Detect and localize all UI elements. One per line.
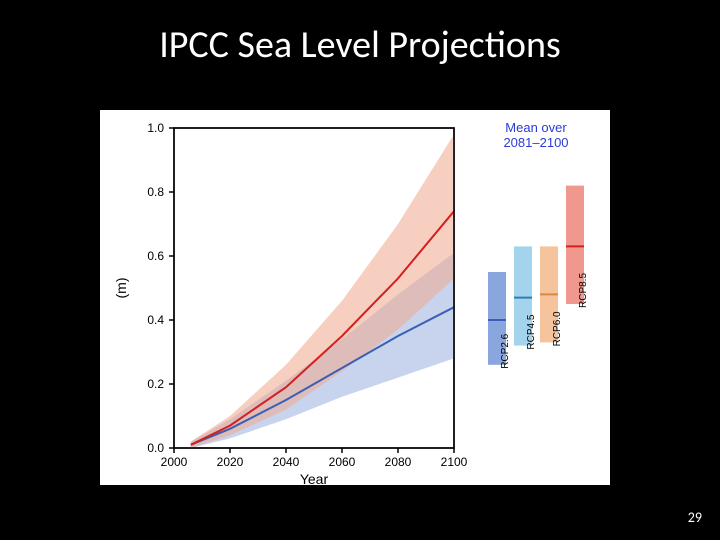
svg-text:0.8: 0.8 (147, 185, 164, 199)
svg-text:0.6: 0.6 (147, 249, 164, 263)
slide: IPCC Sea Level Projections 0.00.20.40.60… (0, 0, 720, 540)
svg-text:0.4: 0.4 (147, 313, 164, 327)
svg-text:Year: Year (300, 471, 329, 485)
svg-text:2060: 2060 (329, 455, 356, 469)
svg-text:2081–2100: 2081–2100 (503, 135, 568, 150)
svg-text:1.0: 1.0 (147, 121, 164, 135)
svg-text:2100: 2100 (441, 455, 468, 469)
svg-text:0.0: 0.0 (147, 441, 164, 455)
chart-panel: 0.0 0.2 0.4 0.6 0.8 1.0 2000 2020 2040 2060 2080 21… (100, 110, 610, 485)
svg-text:RCP4.5: RCP4.5 (526, 314, 537, 349)
svg-text:(m): (m) (113, 278, 129, 299)
svg-text:0.2: 0.2 (147, 377, 164, 391)
svg-text:2080: 2080 (385, 455, 412, 469)
svg-text:2020: 2020 (217, 455, 244, 469)
svg-text:2000: 2000 (161, 455, 188, 469)
page-number: 29 (688, 509, 702, 526)
svg-text:RCP8.5: RCP8.5 (578, 273, 589, 308)
slide-title: IPCC Sea Level Projections (0, 22, 720, 68)
svg-text:RCP2.6: RCP2.6 (500, 333, 511, 368)
sea-level-chart: 0.0 0.2 0.4 0.6 0.8 1.0 2000 2020 2040 2060 2080 21… (100, 110, 610, 485)
svg-text:2040: 2040 (273, 455, 300, 469)
svg-text:RCP6.0: RCP6.0 (552, 311, 563, 346)
svg-text:Mean over: Mean over (505, 120, 567, 135)
